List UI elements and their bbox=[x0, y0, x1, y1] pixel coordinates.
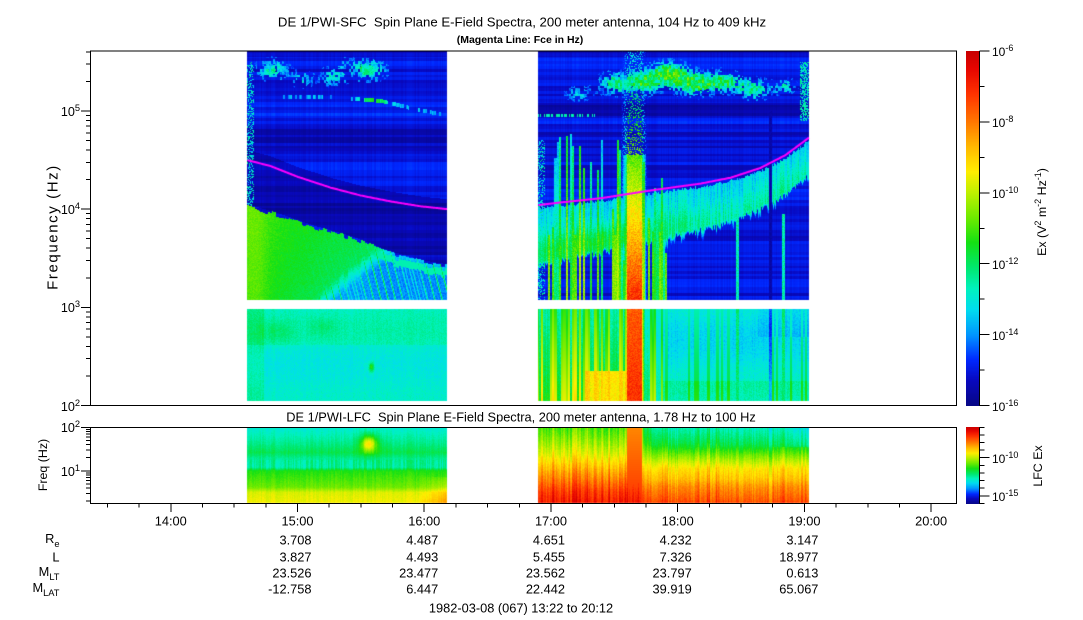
lfc-colorbar bbox=[966, 427, 980, 504]
ephemeris-value: 7.326 bbox=[659, 549, 692, 564]
sfc-y-tick-label: 105 bbox=[60, 102, 80, 120]
x-hour-label: 17:00 bbox=[534, 513, 567, 529]
ephemeris-value: 4.493 bbox=[406, 549, 439, 564]
lfc-y-axis-label: Freq (Hz) bbox=[36, 438, 50, 492]
x-hour-label: 20:00 bbox=[915, 513, 948, 529]
sfc-colorbar-tick-label: 10-6 bbox=[992, 43, 1014, 59]
sfc-y-tick-label: 102 bbox=[60, 397, 80, 414]
x-hour-label: 18:00 bbox=[661, 513, 694, 529]
x-hour-label: 19:00 bbox=[788, 513, 821, 529]
sfc-y-tick-label: 103 bbox=[60, 299, 80, 316]
ephemeris-value: 65.067 bbox=[779, 581, 819, 596]
footer-timerange: 1982-03-08 (067) 13:22 to 20:12 bbox=[428, 600, 614, 616]
lfc-colorbar-ticks bbox=[979, 426, 990, 504]
sfc-colorbar-tick-label: 10-16 bbox=[992, 397, 1019, 414]
sfc-colorbar-tick-label: 10-12 bbox=[992, 255, 1019, 272]
lfc-colorbar-tick-label: 10-10 bbox=[992, 449, 1019, 466]
ephemeris-row-label: Re bbox=[45, 531, 60, 549]
lfc-title: DE 1/PWI-LFC Spin Plane E-Field Spectra,… bbox=[286, 409, 756, 425]
ephemeris-value: -12.758 bbox=[268, 581, 312, 596]
ephemeris-value: 22.442 bbox=[525, 581, 565, 596]
ephemeris-row-label: MLT bbox=[38, 563, 60, 582]
x-hour-label: 14:00 bbox=[154, 513, 187, 529]
lfc-colorbar-label: LFC Ex bbox=[1031, 445, 1045, 487]
sfc-colorbar bbox=[966, 51, 980, 406]
ephemeris-row-label: L bbox=[52, 549, 60, 564]
x-axis-ticks bbox=[106, 503, 932, 512]
ephemeris-value: 23.526 bbox=[272, 565, 312, 580]
sfc-subtitle: (Magenta Line: Fce in Hz) bbox=[456, 34, 584, 46]
ephemeris-value: 3.708 bbox=[279, 532, 312, 548]
x-hour-label: 15:00 bbox=[281, 513, 314, 529]
ephemeris-value: 4.651 bbox=[532, 532, 565, 548]
sfc-colorbar-tick-label: 10-10 bbox=[992, 184, 1019, 201]
ephemeris-value: 39.919 bbox=[652, 581, 692, 596]
sfc-title: DE 1/PWI-SFC Spin Plane E-Field Spectra,… bbox=[277, 14, 767, 30]
ephemeris-value: 23.797 bbox=[652, 565, 692, 580]
lfc-colorbar-tick-label: 10-15 bbox=[992, 487, 1019, 504]
ephemeris-value: 23.477 bbox=[399, 565, 439, 580]
ephemeris-value: 18.977 bbox=[779, 549, 819, 564]
ephemeris-row-label: MLAT bbox=[32, 579, 60, 598]
sfc-colorbar-tick-label: 10-14 bbox=[992, 326, 1019, 343]
sfc-y-axis-label: Frequency (Hz) bbox=[44, 164, 62, 290]
sfc-spectrogram bbox=[90, 51, 956, 406]
ephemeris-value: 4.487 bbox=[406, 532, 439, 548]
lfc-y-tick-label: 101 bbox=[60, 462, 80, 479]
sfc-colorbar-tick-label: 10-8 bbox=[992, 113, 1014, 130]
ephemeris-value: 6.447 bbox=[406, 581, 439, 596]
x-hour-label: 16:00 bbox=[408, 513, 441, 529]
ephemeris-value: 23.562 bbox=[525, 565, 565, 580]
lfc-spectrogram bbox=[90, 427, 956, 504]
sfc-colorbar-ticks bbox=[979, 50, 990, 406]
sfc-y-tick-label: 104 bbox=[60, 201, 80, 218]
ephemeris-value: 4.232 bbox=[659, 532, 692, 548]
ephemeris-value: 3.827 bbox=[279, 549, 312, 564]
lfc-y-tick-label: 102 bbox=[60, 419, 80, 436]
sfc-colorbar-label: Ex (V2 m-2 Hz-1) bbox=[1032, 168, 1050, 256]
ephemeris-value: 0.613 bbox=[786, 565, 819, 580]
ephemeris-value: 3.147 bbox=[786, 532, 819, 548]
ephemeris-value: 5.455 bbox=[532, 549, 565, 564]
